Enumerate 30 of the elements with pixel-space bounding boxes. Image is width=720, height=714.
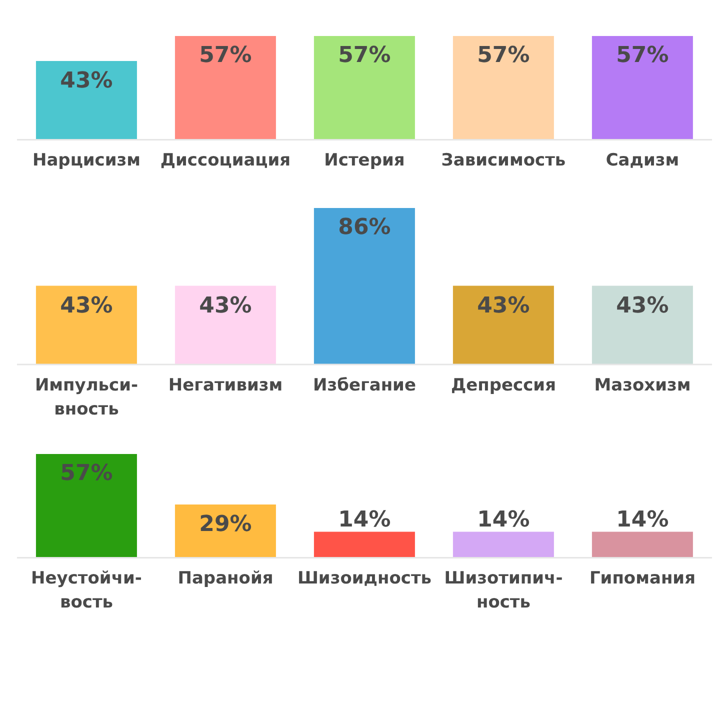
- data-label: 43%: [60, 292, 113, 318]
- x-tick-label: Импульси- вность: [34, 375, 138, 420]
- x-tick-label: Истерия: [324, 150, 405, 171]
- x-tick-label: Негативизм: [168, 375, 283, 396]
- x-tick-label: Гипомания: [589, 568, 696, 589]
- x-tick-label: Шизоидность: [297, 568, 432, 589]
- data-label: 57%: [477, 43, 530, 68]
- data-label: 29%: [199, 512, 252, 538]
- x-tick-label: Неустойчи- вость: [31, 568, 142, 613]
- data-label: 43%: [60, 68, 113, 94]
- data-label: 14%: [338, 508, 391, 533]
- data-label: 57%: [199, 43, 252, 68]
- data-label: 43%: [616, 292, 669, 318]
- x-tick-label: Мазохизм: [594, 375, 691, 396]
- data-label: 14%: [477, 508, 530, 533]
- x-tick-label: Паранойя: [178, 568, 274, 589]
- data-label: 86%: [338, 214, 391, 240]
- data-label: 57%: [616, 43, 669, 68]
- data-label: 57%: [60, 461, 113, 486]
- x-tick-label: Избегание: [313, 375, 416, 396]
- x-tick-label: Садизм: [606, 150, 680, 171]
- data-label: 57%: [338, 43, 391, 68]
- x-tick-label: Нарцисизм: [32, 150, 141, 171]
- data-label: 43%: [199, 292, 252, 318]
- data-label: 43%: [477, 292, 530, 318]
- x-tick-label: Зависимость: [441, 150, 566, 171]
- x-tick-label: Депрессия: [450, 375, 556, 396]
- x-tick-label: Шизотипич- ность: [444, 568, 563, 613]
- data-label: 14%: [616, 508, 669, 533]
- x-tick-label: Диссоциация: [160, 150, 291, 171]
